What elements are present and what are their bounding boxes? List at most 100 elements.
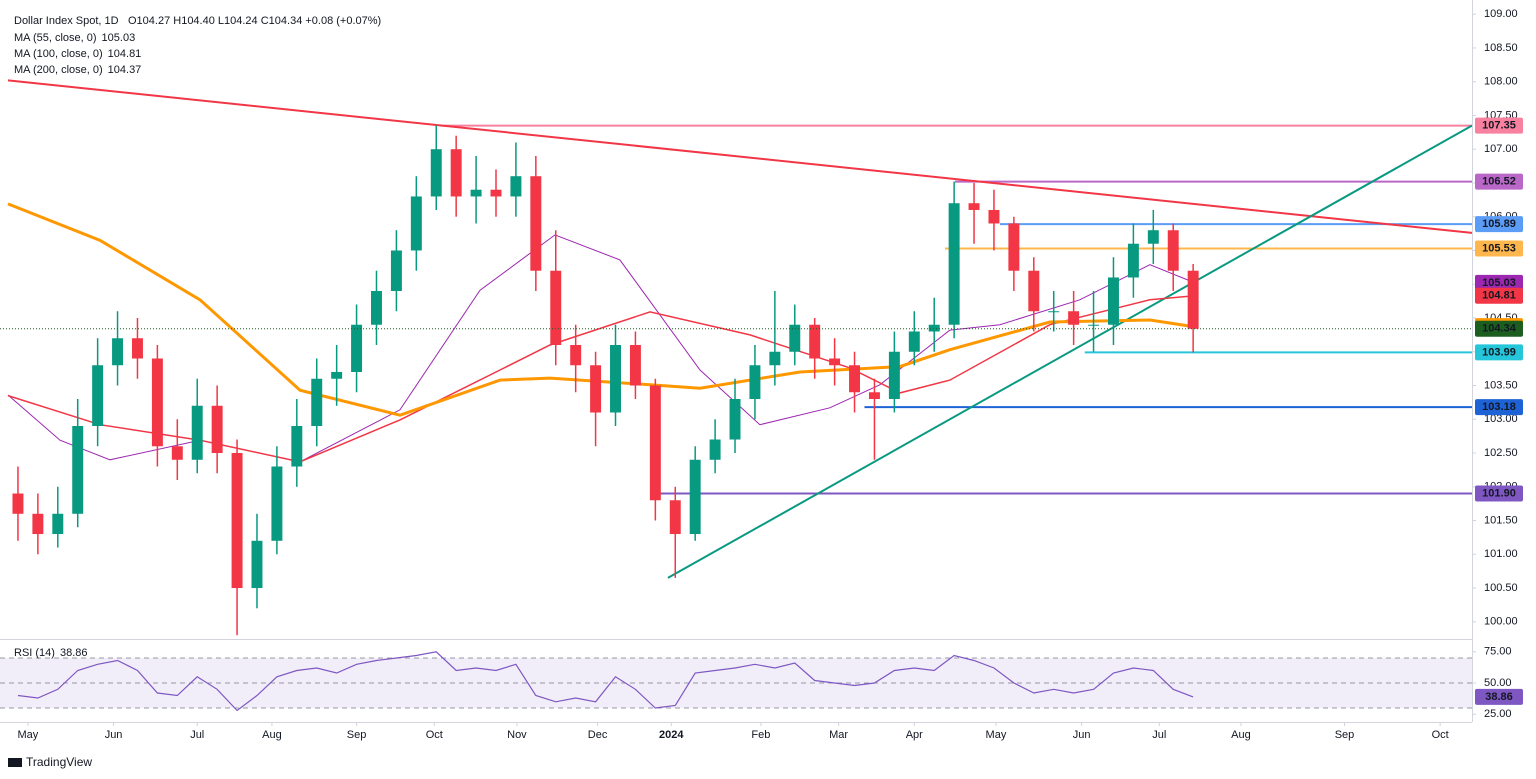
candle-body: [32, 513, 44, 535]
candle-body: [809, 324, 821, 359]
ma-badge-label: 105.03: [1482, 277, 1516, 289]
candle-body: [729, 399, 741, 440]
candle-body: [590, 365, 602, 413]
candle-body: [709, 439, 721, 460]
legend-entry: MA (100, close, 0): [14, 48, 103, 60]
candle-body: [470, 189, 482, 197]
candle-body: [52, 513, 64, 535]
logo-mark: [8, 758, 22, 767]
trendline: [667, 124, 1473, 579]
candle-body: [410, 196, 422, 251]
candle-body: [868, 392, 880, 400]
candle-body: [829, 358, 841, 366]
y-tick-label: 75.00: [1484, 646, 1512, 658]
last-price-label: 104.34: [1482, 323, 1517, 335]
moving-average: [7, 202, 1191, 417]
x-tick-label: 2024: [659, 729, 684, 741]
level-label: 103.18: [1482, 401, 1516, 413]
candle-body: [351, 324, 363, 372]
candle-body: [231, 453, 243, 589]
level-label: 105.89: [1482, 218, 1516, 230]
level-badge: [1475, 485, 1523, 502]
candle-body: [849, 365, 861, 393]
level-badge: [1475, 117, 1523, 134]
candle-body: [530, 176, 542, 271]
y-tick-label: 101.50: [1484, 514, 1518, 526]
x-tick-label: Aug: [262, 729, 282, 741]
x-tick-label: Jun: [105, 729, 123, 741]
chart-title: Dollar Index Spot, 1D: [14, 15, 119, 27]
y-tick-label: 50.00: [1484, 677, 1512, 689]
legend-value: 104.81: [108, 48, 142, 60]
x-tick-label: May: [18, 729, 39, 741]
candle-body: [789, 324, 801, 352]
x-tick-label: Jul: [1152, 729, 1166, 741]
x-tick-label: Sep: [347, 729, 367, 741]
candle-body: [928, 324, 940, 332]
candle-body: [948, 203, 960, 325]
y-tick-label: 107.00: [1484, 143, 1518, 155]
candle-body: [251, 540, 263, 589]
candle-body: [1008, 223, 1020, 271]
candle-body: [271, 466, 283, 541]
candle-body: [151, 358, 163, 447]
candle-body: [1127, 243, 1139, 278]
level-label: 101.90: [1482, 487, 1516, 499]
candle-body: [629, 344, 641, 386]
x-tick-label: Dec: [588, 729, 608, 741]
y-tick-label: 108.50: [1484, 42, 1518, 54]
x-tick-label: Oct: [426, 729, 443, 741]
x-tick-label: Jul: [190, 729, 204, 741]
level-badge: [1475, 399, 1523, 416]
candle-body: [510, 176, 522, 197]
candle-body: [191, 405, 203, 460]
y-tick-label: 102.50: [1484, 447, 1518, 459]
x-tick-label: Nov: [507, 729, 527, 741]
ma-badge: [1475, 274, 1523, 291]
candle-body: [649, 385, 661, 501]
candle-body: [1187, 270, 1199, 329]
level-badge: [1475, 240, 1523, 257]
candle-body: [1147, 230, 1159, 244]
rsi-value: 38.86: [60, 647, 88, 659]
x-tick-label: Mar: [829, 729, 848, 741]
level-label: 107.35: [1482, 119, 1516, 131]
candle-body: [171, 446, 183, 460]
rsi-title: RSI (14): [14, 647, 55, 659]
candle-body: [311, 378, 323, 427]
y-tick-label: 100.00: [1484, 616, 1518, 628]
candle-body: [450, 149, 462, 197]
y-tick-label: 25.00: [1484, 708, 1512, 720]
candle-body: [1048, 311, 1060, 313]
rsi-badge: [1475, 688, 1523, 705]
y-tick-label: 101.00: [1484, 548, 1518, 560]
candle-body: [430, 149, 442, 197]
candle-body: [968, 203, 980, 210]
candle-body: [908, 331, 920, 352]
ma-badge-label: 104.81: [1482, 290, 1516, 302]
footer-brand: TradingView: [26, 755, 92, 769]
y-tick-label: 100.50: [1484, 582, 1518, 594]
y-tick-label: 103.50: [1484, 379, 1518, 391]
logo: TradingView: [8, 755, 92, 769]
front-layer: 107.35 106.52 105.89 105.53 103.99 103.18 101.…: [14, 32, 1523, 705]
candle-body: [490, 189, 502, 197]
level-badge: [1475, 216, 1523, 233]
level-badge: [1475, 173, 1523, 190]
y-tick-label: 109.00: [1484, 8, 1518, 20]
trendline: [7, 79, 1473, 234]
candle-body: [1088, 324, 1100, 326]
candle-body: [291, 426, 303, 467]
candle-body: [1167, 230, 1179, 271]
level-badge: [1475, 344, 1523, 361]
candle-body: [331, 371, 343, 379]
candle-body: [371, 290, 382, 325]
candle-body: [1068, 311, 1080, 325]
candle-body: [72, 426, 84, 514]
candle-body: [769, 351, 781, 366]
level-label: 105.53: [1482, 242, 1516, 254]
candle-body: [888, 351, 900, 400]
legend-value: 105.03: [102, 32, 136, 44]
x-tick-label: Apr: [906, 729, 923, 741]
